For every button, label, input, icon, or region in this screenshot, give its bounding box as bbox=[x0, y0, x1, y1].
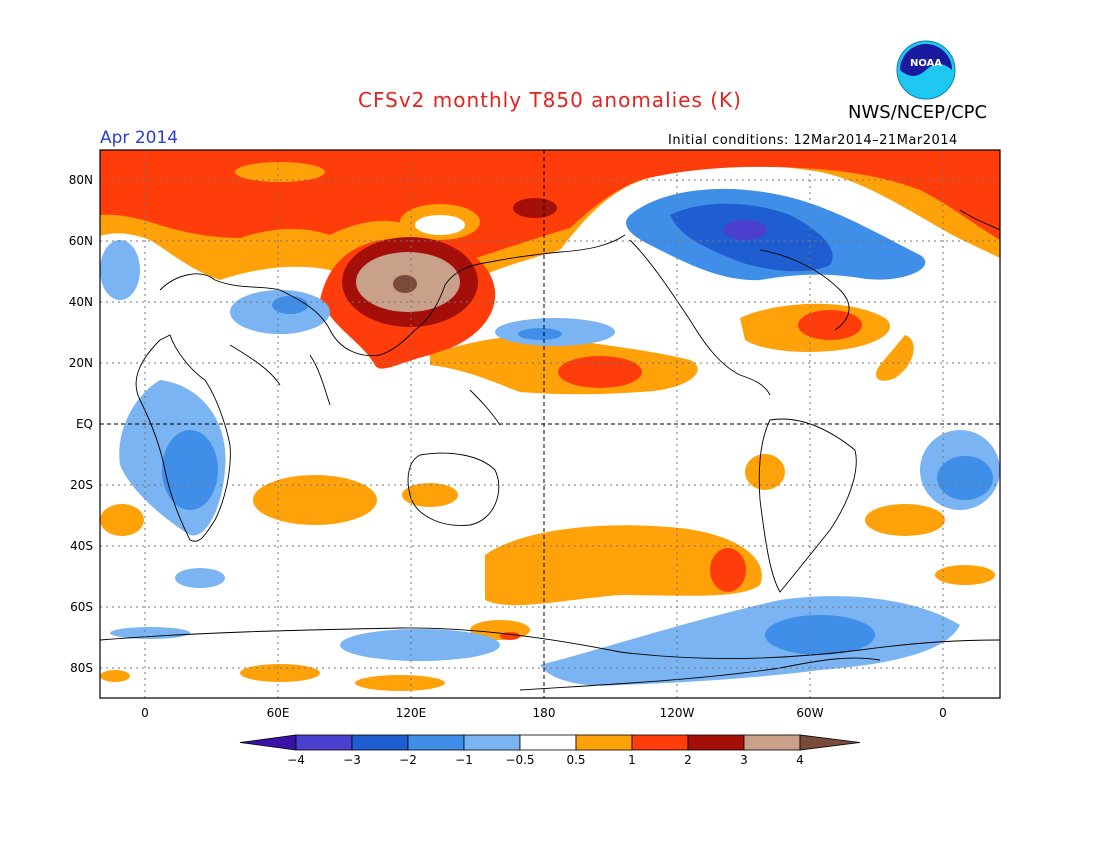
colorbar-segment bbox=[631, 734, 689, 751]
lat-label: 20S bbox=[70, 478, 93, 492]
lat-label: 80N bbox=[69, 173, 93, 187]
lon-label: 60E bbox=[267, 706, 290, 720]
colorbar-tick-label: −0.5 bbox=[505, 753, 534, 767]
colorbar-segment bbox=[519, 734, 577, 751]
lat-label: 40N bbox=[69, 295, 93, 309]
lat-label: 60N bbox=[69, 234, 93, 248]
colorbar-tick-label: −1 bbox=[455, 753, 473, 767]
colorbar-arrow-min bbox=[239, 734, 297, 751]
chart-title: CFSv2 monthly T850 anomalies (K) bbox=[358, 88, 742, 112]
colorbar-arrow-max bbox=[799, 734, 861, 751]
colorbar-tick-label: 1 bbox=[628, 753, 636, 767]
latitude-labels: 80N 60N 40N 20N EQ 20S 40S 60S 80S bbox=[69, 173, 93, 675]
lat-label: 60S bbox=[70, 600, 93, 614]
lon-label: 180 bbox=[533, 706, 556, 720]
lon-label: 0 bbox=[141, 706, 149, 720]
colorbar: −4 −3 −2 −1 −0.5 0.5 1 2 3 4 bbox=[239, 734, 861, 767]
map-frame bbox=[99, 149, 1001, 699]
colorbar-tick-label: 2 bbox=[684, 753, 692, 767]
colorbar-segment bbox=[687, 734, 745, 751]
grid-lines bbox=[100, 150, 1000, 698]
lat-label: EQ bbox=[76, 417, 93, 431]
colorbar-segment bbox=[463, 734, 521, 751]
noaa-logo-icon: NOAA bbox=[896, 40, 956, 100]
lon-label: 0 bbox=[939, 706, 947, 720]
colorbar-segment bbox=[351, 734, 409, 751]
forecast-month-label: Apr 2014 bbox=[100, 128, 179, 148]
colorbar-tick-label: 3 bbox=[740, 753, 748, 767]
longitude-labels: 0 60E 120E 180 120W 60W 0 bbox=[141, 706, 947, 720]
colorbar-tick-label: −2 bbox=[399, 753, 417, 767]
colorbar-tick-label: −3 bbox=[343, 753, 361, 767]
initial-conditions-label: Initial conditions: 12Mar2014–21Mar2014 bbox=[668, 133, 958, 148]
colorbar-segment bbox=[743, 734, 801, 751]
lat-label: 20N bbox=[69, 356, 93, 370]
colorbar-tick-label: 4 bbox=[796, 753, 804, 767]
colorbar-segment bbox=[575, 734, 633, 751]
lon-label: 120W bbox=[660, 706, 695, 720]
lat-label: 40S bbox=[70, 539, 93, 553]
colorbar-tick-label: −4 bbox=[287, 753, 305, 767]
colorbar-tick-label: 0.5 bbox=[566, 753, 585, 767]
coastlines bbox=[100, 209, 1000, 691]
colorbar-segment bbox=[295, 734, 353, 751]
noaa-logo-text: NOAA bbox=[910, 58, 942, 69]
lon-label: 120E bbox=[396, 706, 427, 720]
colorbar-segment bbox=[407, 734, 465, 751]
lat-label: 80S bbox=[70, 661, 93, 675]
lon-label: 60W bbox=[796, 706, 823, 720]
organization-label: NWS/NCEP/CPC bbox=[848, 102, 988, 123]
